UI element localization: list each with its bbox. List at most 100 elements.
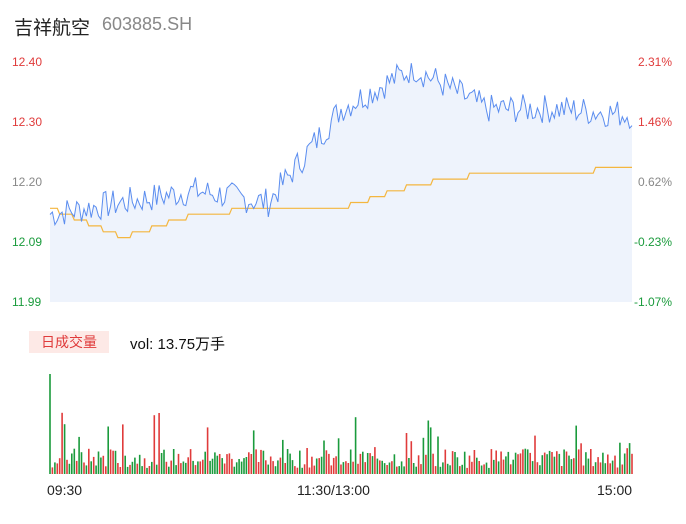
volume-bar: [342, 462, 345, 474]
volume-bar: [599, 462, 602, 474]
volume-bar: [573, 458, 575, 474]
volume-bar: [231, 458, 233, 474]
volume-bar: [238, 459, 240, 474]
volume-bar: [148, 466, 151, 474]
volume-bar: [274, 466, 277, 474]
volume-bar: [335, 456, 337, 474]
volume-bar: [451, 451, 454, 474]
volume-bar: [539, 465, 541, 474]
volume-bar: [522, 449, 524, 474]
volume-bar: [235, 462, 238, 474]
volume-bar: [313, 465, 316, 474]
volume-bar: [575, 425, 577, 474]
volume-bar: [160, 453, 163, 474]
volume-bar: [250, 454, 253, 474]
volume-bar: [306, 448, 308, 474]
volume-bar: [299, 450, 301, 474]
volume-bar: [124, 455, 126, 474]
volume-bar: [609, 463, 611, 474]
volume-bar: [590, 449, 592, 474]
volume-bar: [119, 467, 122, 474]
volume-bar: [340, 464, 342, 474]
volume-bar: [61, 412, 63, 474]
volume-bar: [349, 449, 352, 474]
price-line: [49, 63, 633, 227]
volume-bar: [359, 453, 362, 474]
volume-bar: [568, 455, 570, 474]
volume-bar: [546, 454, 548, 474]
volume-bar: [187, 457, 189, 474]
volume-bar: [565, 451, 568, 474]
volume-bar: [146, 467, 148, 474]
volume-bar: [107, 426, 109, 474]
volume-bar: [580, 443, 582, 474]
stock-code: 603885.SH: [102, 14, 193, 34]
volume-bar: [512, 459, 514, 474]
volume-bar: [92, 456, 95, 474]
volume-bar: [376, 458, 379, 474]
volume-bar: [604, 463, 607, 474]
volume-bar: [357, 463, 359, 474]
volume-bar: [422, 437, 425, 474]
volume-bar: [129, 464, 131, 474]
volume-bar: [379, 460, 381, 474]
volume-bar: [345, 461, 347, 474]
volume-bar: [332, 457, 335, 474]
volume-bar: [117, 463, 119, 474]
volume-bar: [85, 465, 88, 474]
volume-bar: [585, 452, 587, 474]
volume-bar: [374, 447, 376, 474]
volume-bar: [551, 452, 553, 474]
volume-bar: [391, 461, 393, 474]
volume-bar: [165, 461, 168, 474]
volume-bar: [153, 415, 156, 474]
volume-bar: [243, 458, 245, 474]
volume-bar: [480, 465, 483, 474]
volume-bar: [155, 464, 158, 474]
volume-bar: [277, 460, 279, 474]
volume-bar: [468, 455, 471, 474]
volume-bar: [415, 466, 417, 474]
volume-bar: [265, 460, 267, 474]
volume-bar: [262, 450, 265, 474]
volume-bar: [456, 457, 459, 474]
volume-bar: [68, 463, 71, 474]
volume-bar: [83, 462, 85, 474]
volume-bar: [223, 463, 226, 474]
volume-bar: [63, 424, 66, 474]
volume-bar: [623, 453, 626, 474]
volume-bar: [526, 449, 529, 474]
volume-bar: [194, 465, 197, 474]
volume-bar: [352, 461, 354, 474]
volume-bar: [286, 449, 289, 474]
volume-bar: [529, 452, 531, 474]
volume-bar: [396, 466, 398, 474]
volume-bar: [398, 466, 400, 474]
volume-bar: [228, 453, 231, 474]
volume-bar: [405, 433, 408, 474]
price-tick: 12.40: [12, 55, 43, 69]
volume-bar: [75, 460, 78, 474]
volume-bar: [393, 454, 396, 474]
stock-name: 吉祥航空: [14, 18, 91, 39]
volume-bar: [541, 455, 544, 474]
volume-bar: [531, 461, 534, 474]
volume-bar: [570, 459, 573, 474]
time-label-mid: 11:30/13:00: [297, 482, 370, 498]
volume-bar: [442, 462, 444, 474]
volume-bar: [279, 457, 282, 474]
volume-bar: [437, 436, 439, 474]
volume-bar: [514, 452, 517, 474]
volume-bar: [315, 458, 318, 474]
volume-tab[interactable]: 日成交量: [29, 331, 109, 353]
volume-bar: [138, 454, 141, 474]
volume-bar: [199, 461, 202, 474]
volume-bar: [209, 460, 211, 474]
volume-bar: [383, 463, 386, 474]
volume-bar: [444, 449, 447, 474]
volume-bar: [78, 436, 80, 474]
volume-bar: [425, 454, 427, 474]
volume-bar: [211, 458, 214, 474]
volume-bar: [611, 460, 614, 474]
